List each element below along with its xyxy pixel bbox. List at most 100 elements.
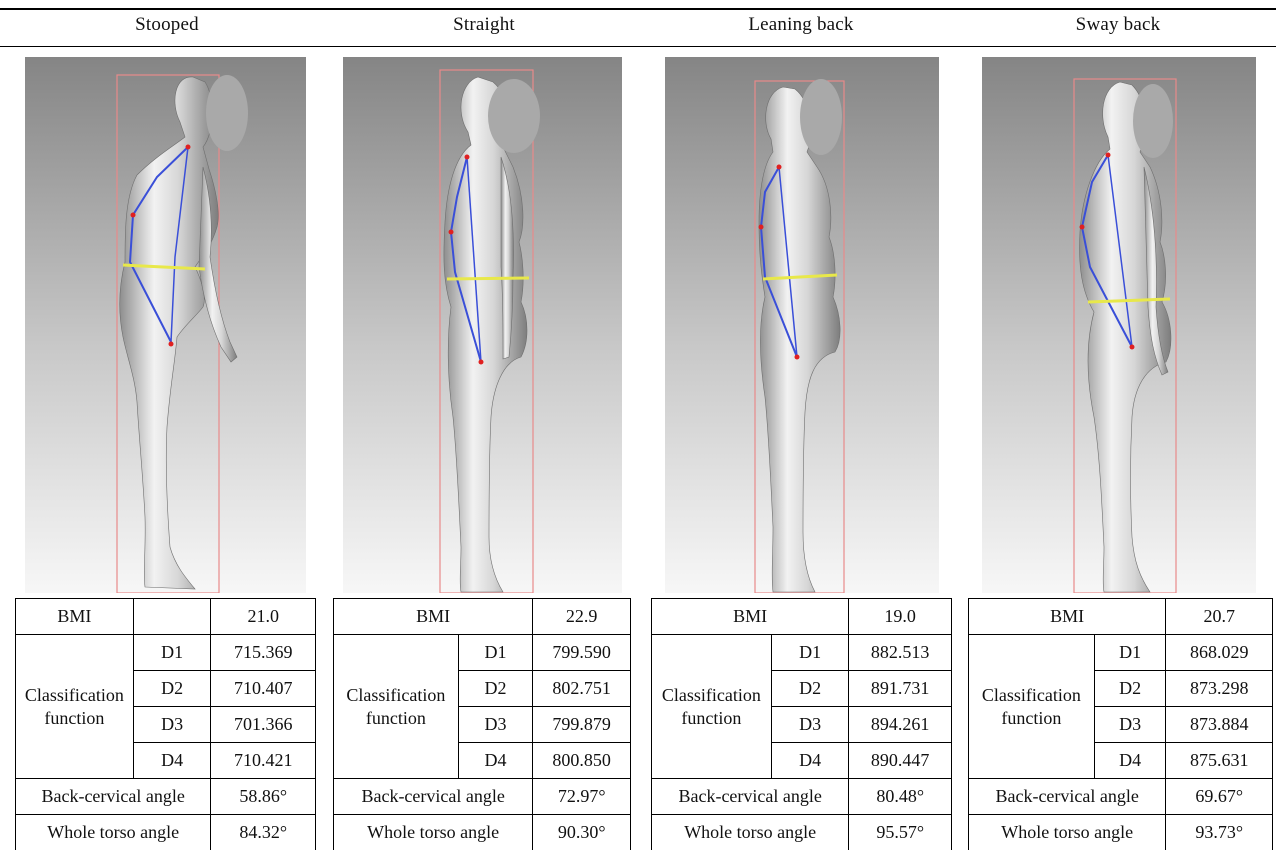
table-row: BMI 22.9 (332, 598, 631, 635)
function-value: 799.879 (532, 706, 631, 743)
landmark-point (794, 354, 800, 360)
stats-table-leaning-back: BMI 19.0 Classification function D1 882.5… (650, 598, 952, 850)
face-mask (206, 75, 248, 151)
whole-torso-value: 90.30° (532, 814, 631, 850)
header-rule (0, 46, 1276, 47)
function-name: D3 (132, 706, 212, 743)
function-value: 882.513 (848, 634, 952, 671)
whole-torso-label: Whole torso angle (967, 814, 1167, 850)
table-row: D3 799.879 (334, 706, 631, 743)
function-value: 873.884 (1165, 706, 1273, 743)
waist-line (1087, 297, 1171, 304)
bmi-value: 19.0 (848, 598, 952, 635)
function-label-line: function (44, 707, 105, 728)
landmark-point (130, 212, 136, 218)
torso-axis-line (170, 146, 189, 343)
scan-image-straight (343, 57, 622, 593)
function-name: D4 (457, 742, 534, 779)
back-cervical-value: 80.48° (848, 778, 952, 815)
table-row: BMI 21.0 (15, 598, 316, 635)
table-row: Classification function D1 882.513 (651, 634, 952, 779)
function-value: 802.751 (532, 670, 631, 707)
landmark-point (478, 359, 484, 365)
stats-table-sway-back: BMI 20.7 Classification function D1 868.0… (967, 598, 1273, 850)
bounding-box (1073, 78, 1177, 593)
column-header-sway-back: Sway back (1075, 14, 1161, 35)
function-value: 800.850 (532, 742, 631, 779)
function-value: 710.421 (210, 742, 316, 779)
classification-function-label: Classification function (968, 634, 1095, 779)
function-label-line: function (681, 707, 742, 728)
table-row: D2 710.407 (16, 670, 316, 707)
landmark-point (758, 224, 764, 230)
function-value: 701.366 (210, 706, 316, 743)
scan-image-stooped (25, 57, 306, 593)
table-row: BMI 19.0 (650, 598, 952, 635)
waist-line (446, 276, 530, 281)
function-name: D4 (132, 742, 212, 779)
face-mask (488, 79, 540, 153)
face-mask (800, 79, 842, 155)
stats-table-straight: BMI 22.9 Classification function D1 799.5… (332, 598, 631, 850)
landmark-point (776, 164, 782, 170)
function-name: D1 (770, 634, 850, 671)
whole-torso-value: 84.32° (210, 814, 316, 850)
column-header-straight: Straight (453, 14, 515, 35)
body-silhouette (758, 86, 841, 593)
scan-image-leaning-back (665, 57, 939, 593)
column-header-stooped: Stooped (135, 14, 199, 35)
table-row: Classification function D1 799.590 (333, 634, 631, 779)
function-value: 894.261 (848, 706, 952, 743)
back-cervical-label: Back-cervical angle (650, 778, 850, 815)
function-value: 710.407 (210, 670, 316, 707)
classification-label-line: Classification (661, 685, 761, 705)
function-label-line: function (1001, 707, 1062, 728)
whole-torso-label: Whole torso angle (14, 814, 212, 850)
function-name: D4 (1093, 742, 1167, 779)
function-name: D1 (457, 634, 534, 671)
table-row: D3 894.261 (652, 706, 952, 743)
bmi-value: 22.9 (532, 598, 631, 635)
table-row: D4 710.421 (16, 742, 316, 779)
landmark-point (1079, 224, 1085, 230)
function-name: D4 (770, 742, 850, 779)
function-name: D3 (1093, 706, 1167, 743)
function-name: D1 (1093, 634, 1167, 671)
whole-torso-value: 93.73° (1165, 814, 1273, 850)
table-row: Back-cervical angle 80.48° (650, 778, 952, 815)
function-value: 799.590 (532, 634, 631, 671)
bounding-box (754, 80, 845, 593)
function-value: 890.447 (848, 742, 952, 779)
body-silhouette (1079, 81, 1172, 593)
torso-axis-line (1107, 154, 1133, 348)
classification-label-line: Classification (346, 685, 446, 705)
function-label-line: function (365, 707, 426, 728)
function-name: D2 (770, 670, 850, 707)
empty-cell (132, 598, 212, 635)
bounding-box (439, 69, 534, 593)
back-cervical-value: 72.97° (532, 778, 631, 815)
table-row: D2 891.731 (652, 670, 952, 707)
torso-axis-line (778, 166, 798, 358)
column-header-leaning-back: Leaning back (748, 14, 854, 35)
landmark-point (168, 341, 174, 347)
function-value: 715.369 (210, 634, 316, 671)
function-name: D2 (1093, 670, 1167, 707)
bmi-value: 20.7 (1165, 598, 1273, 635)
landmark-point (464, 154, 470, 160)
table-row: Back-cervical angle 58.86° (14, 778, 316, 815)
back-cervical-value: 58.86° (210, 778, 316, 815)
table-row: Back-cervical angle 69.67° (967, 778, 1273, 815)
table-row: Whole torso angle 90.30° (332, 814, 631, 850)
torso-axis-line (466, 156, 482, 363)
classification-function-label: Classification function (333, 634, 459, 779)
landmark-point (448, 229, 454, 235)
function-name: D2 (132, 670, 212, 707)
function-value: 873.298 (1165, 670, 1273, 707)
back-cervical-label: Back-cervical angle (332, 778, 534, 815)
back-cervical-label: Back-cervical angle (967, 778, 1167, 815)
function-name: D1 (132, 634, 212, 671)
table-row: Whole torso angle 95.57° (650, 814, 952, 850)
table-row: D2 802.751 (334, 670, 631, 707)
table-row: BMI 20.7 (967, 598, 1273, 635)
